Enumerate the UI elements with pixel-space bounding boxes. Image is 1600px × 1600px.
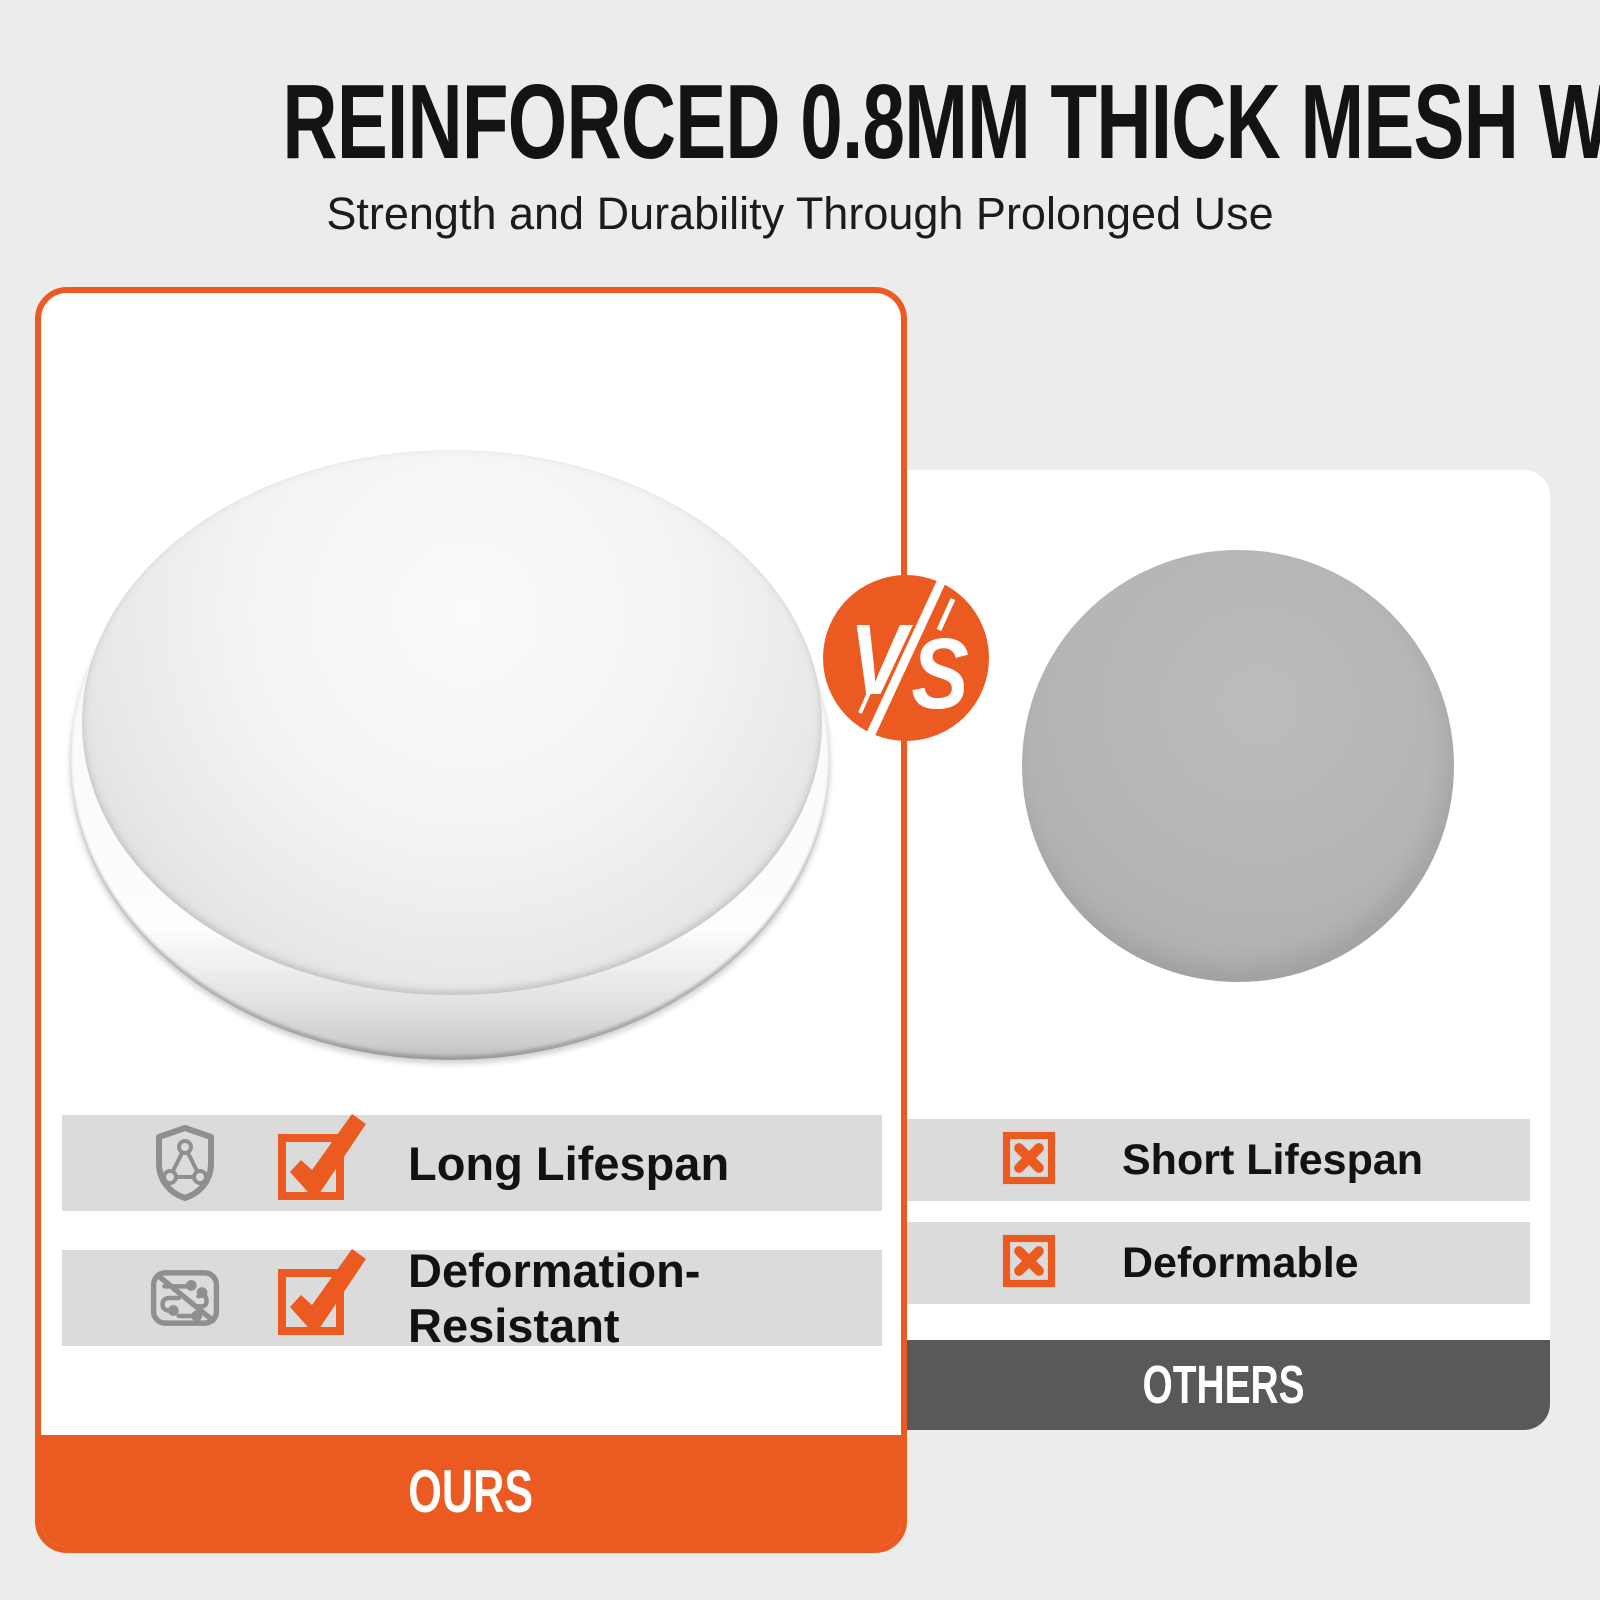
ours-footer-bar: OURS xyxy=(41,1435,901,1547)
no-deformation-icon xyxy=(150,1264,220,1332)
others-feature-row: Deformable xyxy=(898,1222,1530,1304)
others-comparison-card: Short Lifespan Deformable OTHERS xyxy=(898,470,1550,1430)
cross-box-icon xyxy=(1002,1234,1056,1293)
silver-mesh-disc-image xyxy=(70,450,830,1062)
feature-label: Deformation-Resistant xyxy=(408,1244,701,1352)
gray-plastic-disc-image xyxy=(1022,550,1454,982)
disc-top-face xyxy=(82,450,822,995)
ours-feature-row: Long Lifespan xyxy=(62,1113,882,1211)
vs-letter-v: V xyxy=(850,604,914,716)
cross-box-icon xyxy=(1002,1131,1056,1190)
ours-footer-label: OURS xyxy=(408,1457,534,1525)
others-feature-row: Short Lifespan xyxy=(898,1119,1530,1201)
feature-label: Deformable xyxy=(1122,1238,1359,1287)
others-footer-bar: OTHERS xyxy=(898,1340,1550,1430)
others-footer-label: OTHERS xyxy=(1142,1355,1306,1415)
feature-label: Short Lifespan xyxy=(1122,1135,1424,1184)
ours-feature-row: Deformation-Resistant xyxy=(62,1244,882,1352)
check-box-icon xyxy=(276,1245,368,1342)
page-subtitle: Strength and Durability Through Prolonge… xyxy=(0,188,1600,240)
check-box-icon xyxy=(276,1110,368,1207)
shield-structure-icon xyxy=(150,1124,220,1202)
page-title-text: REINFORCED 0.8MM THICK MESH WIRE xyxy=(282,63,1600,181)
page-title: REINFORCED 0.8MM THICK MESH WIRE xyxy=(0,62,1600,183)
ours-comparison-card: Long Lifespan Deformation-Resista xyxy=(35,287,907,1553)
vs-badge: V S xyxy=(822,574,990,742)
feature-label: Long Lifespan xyxy=(408,1136,730,1190)
vs-letter-s: S xyxy=(911,618,968,730)
page-subtitle-text: Strength and Durability Through Prolonge… xyxy=(326,188,1274,239)
